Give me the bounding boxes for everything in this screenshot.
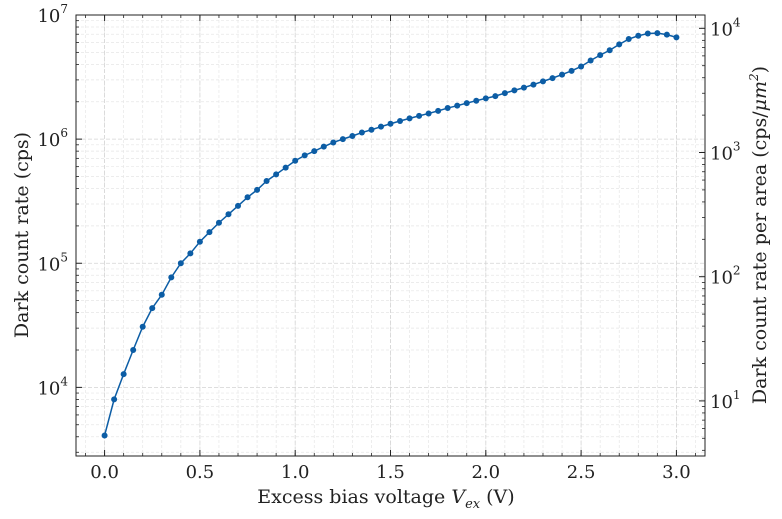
y-axis-label: Dark count rate (cps) — [11, 132, 33, 338]
data-point — [301, 152, 308, 159]
data-point — [559, 71, 566, 78]
y2-tick-label: 102 — [710, 264, 741, 289]
data-point — [225, 211, 232, 218]
y-tick-label: 104 — [37, 374, 68, 399]
y-tick-label: 106 — [37, 126, 68, 151]
series-layer — [101, 30, 680, 439]
data-point — [530, 81, 537, 88]
data-point — [644, 30, 651, 37]
data-point — [168, 274, 175, 281]
data-point — [130, 347, 137, 354]
data-point — [158, 291, 165, 298]
data-point — [244, 194, 251, 201]
data-point — [406, 115, 413, 122]
data-point — [101, 432, 108, 439]
data-point — [463, 100, 470, 107]
data-point — [597, 52, 604, 59]
data-point — [330, 139, 337, 146]
data-point — [520, 84, 527, 91]
data-point — [654, 30, 661, 37]
data-point — [120, 371, 127, 378]
data-point — [111, 396, 118, 403]
data-point — [482, 95, 489, 102]
data-point — [397, 117, 404, 124]
data-point — [235, 202, 242, 209]
y-tick-label: 107 — [37, 2, 68, 27]
data-point — [358, 129, 365, 136]
y2-tick-label: 104 — [710, 15, 741, 40]
data-point — [273, 171, 280, 178]
data-point — [635, 32, 642, 39]
data-point — [339, 136, 346, 143]
data-point — [673, 34, 680, 41]
data-point — [320, 143, 327, 150]
data-point — [254, 186, 261, 193]
data-point — [625, 36, 632, 43]
data-point — [492, 93, 499, 100]
x-tick-label: 2.0 — [471, 462, 500, 483]
data-point — [587, 57, 594, 64]
data-point — [663, 31, 670, 38]
data-point — [435, 107, 442, 114]
x-tick-label: 2.5 — [567, 462, 596, 483]
data-point — [511, 87, 518, 94]
data-point — [187, 250, 194, 257]
y-tick-label: 105 — [37, 250, 68, 275]
x-tick-label: 1.0 — [281, 462, 310, 483]
data-point — [282, 164, 289, 171]
x-tick-label: 0.0 — [90, 462, 119, 483]
data-point — [473, 97, 480, 104]
x-tick-label: 0.5 — [186, 462, 215, 483]
data-point — [454, 102, 461, 109]
data-point — [387, 120, 394, 127]
y2-tick-label: 103 — [710, 140, 741, 165]
data-point — [206, 229, 213, 236]
data-point — [149, 305, 156, 312]
x-tick-label: 1.5 — [376, 462, 405, 483]
data-point — [606, 47, 613, 54]
data-point — [416, 112, 423, 119]
data-point — [139, 323, 146, 330]
data-point — [568, 67, 575, 74]
data-point — [425, 110, 432, 117]
data-point — [501, 90, 508, 97]
data-point — [539, 78, 546, 85]
data-point — [215, 219, 222, 226]
tick-labels: 0.0 0.5 1.0 1.5 2.0 2.5 3.0 104 105 106 107 101 102 1… — [37, 2, 740, 483]
plot-frame — [75, 14, 706, 457]
data-point — [377, 123, 384, 130]
x-tick-label: 3.0 — [662, 462, 691, 483]
data-point — [177, 260, 184, 267]
data-point — [292, 157, 299, 164]
data-point — [196, 238, 203, 245]
data-point — [616, 41, 623, 48]
data-point — [444, 105, 451, 112]
data-point — [578, 63, 585, 70]
y2-tick-label: 101 — [710, 388, 741, 413]
data-point — [311, 148, 318, 155]
data-point — [349, 132, 356, 139]
y2-axis-label: Dark count rate per area (cps/μm2) — [747, 66, 771, 404]
x-axis-label: Excess bias voltage Vex (V) — [257, 486, 514, 512]
data-point — [549, 75, 556, 82]
data-point — [368, 126, 375, 133]
data-point — [263, 177, 270, 184]
